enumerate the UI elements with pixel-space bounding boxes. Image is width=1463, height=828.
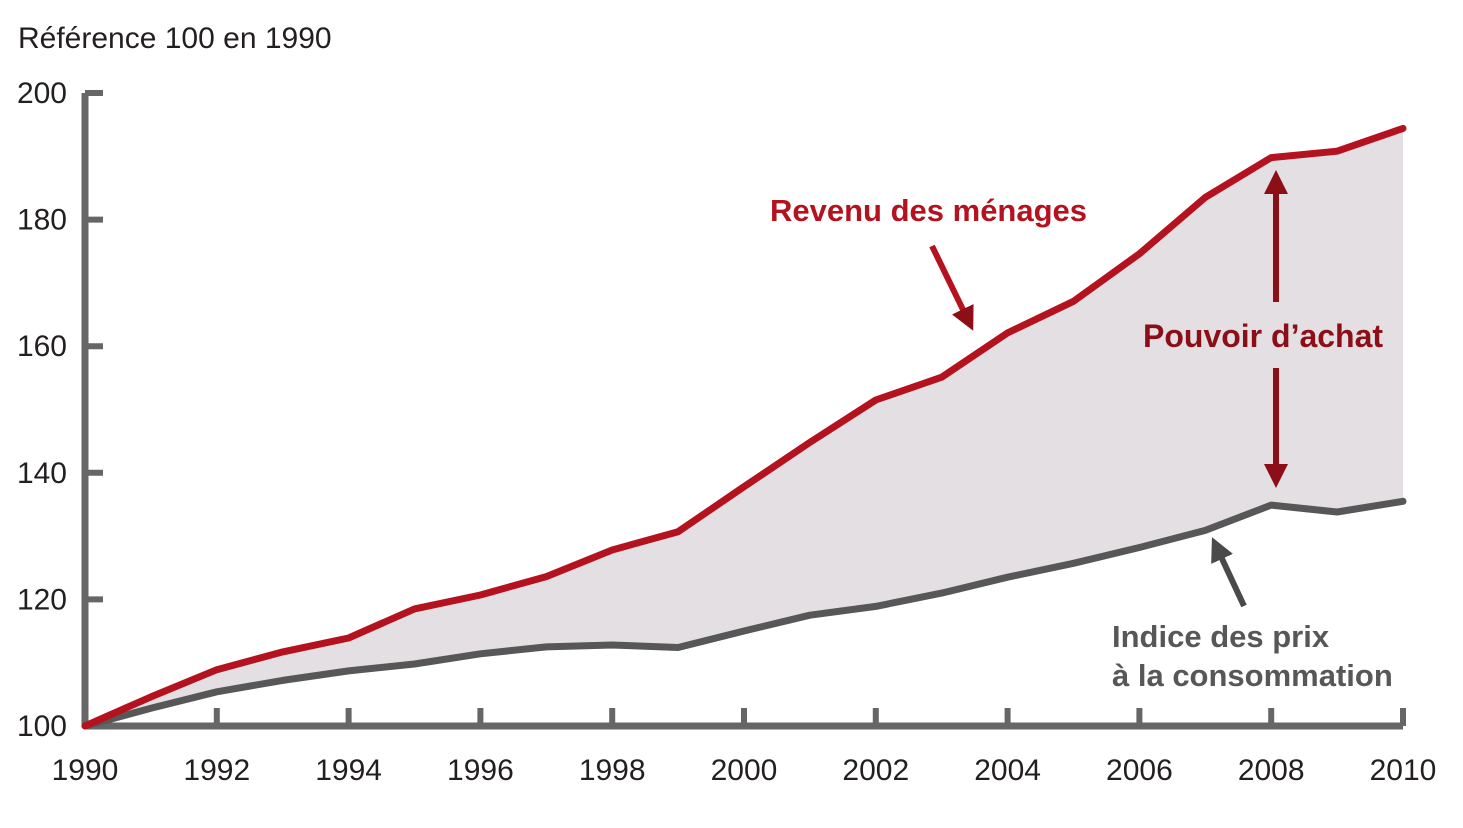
y-tick-label: 140	[17, 457, 67, 490]
x-tick-label: 2004	[974, 754, 1041, 787]
y-axis: 100 120 140 160 180 200	[17, 77, 103, 743]
y-tick-label: 100	[17, 710, 67, 743]
x-tick-label: 2000	[711, 754, 778, 787]
x-tick-label: 2008	[1238, 754, 1305, 787]
annotation-revenu: Revenu des ménages	[770, 192, 1087, 231]
x-tick-label: 1996	[447, 754, 514, 787]
x-axis: 1990 1992 1994 1996 1998 2000 2002 2004 2006 2008…	[52, 708, 1437, 787]
annotation-pouvoir-achat: Pouvoir d’achat	[1143, 316, 1383, 356]
x-tick-label: 1992	[183, 754, 250, 787]
annotation-indice-line2: à la consommation	[1112, 657, 1393, 696]
x-tick-label: 2010	[1370, 754, 1437, 787]
revenu-arrow-icon	[932, 246, 968, 320]
x-tick-label: 1998	[579, 754, 646, 787]
x-tick-label: 2002	[842, 754, 909, 787]
x-tick-label: 2006	[1106, 754, 1173, 787]
y-tick-label: 160	[17, 330, 67, 363]
annotation-indice-line1: Indice des prix	[1112, 618, 1393, 657]
y-tick-label: 120	[17, 583, 67, 616]
x-tick-label: 1994	[315, 754, 382, 787]
annotation-indice-prix: Indice des prix à la consommation	[1112, 618, 1393, 696]
x-tick-label: 1990	[52, 754, 119, 787]
y-tick-label: 200	[17, 77, 67, 110]
indice-arrow-icon	[1217, 548, 1244, 606]
y-tick-label: 180	[17, 204, 67, 237]
